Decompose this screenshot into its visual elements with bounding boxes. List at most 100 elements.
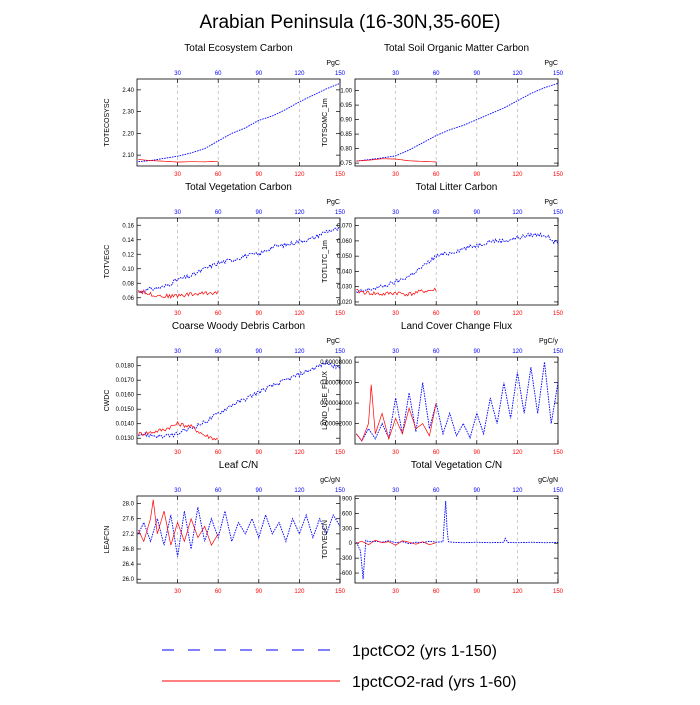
xtick-label-bottom-3-2: 90 [473, 311, 480, 317]
xtick-label-top-2-2: 90 [255, 210, 262, 216]
chart-panels: Total Ecosystem Carbon PgC 30 30 60 60 90 90 120… [104, 43, 564, 595]
xtick-label-top-7-4: 150 [553, 488, 564, 494]
panel-frame-2 [136, 217, 341, 306]
series-line-4-0 [138, 359, 341, 439]
series-line-3-0 [356, 232, 559, 294]
xtick-label-bottom-7-3: 120 [512, 589, 523, 595]
ytick-label-3-2: 0.040 [337, 269, 353, 275]
xtick-label-bottom-4-3: 120 [294, 450, 305, 456]
panel-frame-4 [136, 356, 341, 445]
series-line-5-1 [356, 384, 437, 442]
xtick-label-bottom-6-0: 30 [174, 589, 181, 595]
xtick-label-top-2-0: 30 [174, 210, 181, 216]
series-line-2-1 [138, 288, 219, 299]
series-line-3-1 [356, 287, 437, 297]
ytick-label-5-0: 0.00002000 [320, 422, 352, 428]
panel-units-0: PgC [326, 60, 340, 67]
panel-frame-0 [136, 78, 341, 167]
xtick-label-top-0-4: 150 [335, 71, 346, 77]
ytick-label-7-0: -600 [340, 571, 353, 577]
panel-frame-3 [354, 217, 559, 306]
ytick-label-0-1: 2.20 [122, 131, 134, 137]
xtick-label-top-2-1: 60 [215, 210, 222, 216]
ytick-label-0-0: 2.10 [122, 153, 134, 159]
xtick-label-bottom-6-1: 60 [215, 589, 222, 595]
xtick-label-bottom-5-4: 150 [553, 450, 564, 456]
ytick-label-7-2: 0 [349, 541, 353, 547]
legend: 1pctCO2 (yrs 1-150) 1pctCO2-rad (yrs 1-6… [162, 643, 517, 691]
panel-title-1: Total Soil Organic Matter Carbon [384, 43, 529, 54]
legend-label-1: 1pctCO2-rad (yrs 1-60) [352, 674, 517, 691]
ylabel-5: LAND_USE_FLUX [322, 371, 329, 430]
xtick-label-top-0-2: 90 [255, 71, 262, 77]
xtick-label-bottom-1-3: 120 [512, 172, 523, 178]
series-line-6-0 [137, 507, 341, 557]
ytick-label-3-4: 0.060 [337, 239, 353, 245]
panel-title-0: Total Ecosystem Carbon [184, 43, 292, 54]
panel-frame-1 [354, 78, 559, 167]
ytick-label-2-4: 0.14 [122, 238, 134, 244]
ylabel-6: LEAFCN [104, 526, 111, 554]
xtick-label-top-1-1: 60 [433, 71, 440, 77]
xtick-label-top-1-0: 30 [392, 71, 399, 77]
ytick-label-2-2: 0.10 [122, 267, 134, 273]
xtick-label-bottom-0-1: 60 [215, 172, 222, 178]
xtick-label-bottom-2-2: 90 [255, 311, 262, 317]
xtick-label-top-7-3: 120 [512, 488, 523, 494]
series-line-0-1 [138, 159, 219, 163]
panel-7: Total Vegetation C/N gC/gN 30 30 60 60 90 90 120… [322, 460, 564, 595]
xtick-label-top-0-3: 120 [294, 71, 305, 77]
panel-2: Total Vegetation Carbon PgC 30 30 60 60 90 90 12… [104, 182, 346, 317]
panel-units-1: PgC [544, 60, 558, 67]
panel-title-4: Coarse Woody Debris Carbon [172, 321, 305, 332]
xtick-label-top-2-3: 120 [294, 210, 305, 216]
xtick-label-bottom-3-4: 150 [553, 311, 564, 317]
xtick-label-bottom-7-0: 30 [392, 589, 399, 595]
xtick-label-bottom-1-1: 60 [433, 172, 440, 178]
xtick-label-bottom-4-1: 60 [215, 450, 222, 456]
xtick-label-top-3-4: 150 [553, 210, 564, 216]
xtick-label-bottom-0-3: 120 [294, 172, 305, 178]
xtick-label-top-5-0: 30 [392, 349, 399, 355]
series-line-1-1 [356, 158, 437, 163]
ytick-label-1-5: 1.00 [340, 89, 352, 95]
panel-3: Total Litter Carbon PgC 30 30 60 60 90 90 120 120… [322, 182, 564, 317]
xtick-label-bottom-2-4: 150 [335, 311, 346, 317]
xtick-label-bottom-5-1: 60 [433, 450, 440, 456]
xtick-label-top-5-1: 60 [433, 349, 440, 355]
ytick-label-4-0: 0.0130 [116, 436, 135, 442]
xtick-label-top-1-4: 150 [553, 71, 564, 77]
series-line-5-0 [356, 362, 559, 442]
xtick-label-top-5-2: 90 [473, 349, 480, 355]
ytick-label-2-5: 0.16 [122, 223, 134, 229]
series-line-7-0 [355, 500, 558, 580]
xtick-label-top-7-2: 90 [473, 488, 480, 494]
xtick-label-bottom-5-3: 120 [512, 450, 523, 456]
xtick-label-top-3-2: 90 [473, 210, 480, 216]
xtick-label-bottom-2-3: 120 [294, 311, 305, 317]
panel-units-6: gC/gN [320, 477, 340, 484]
xtick-label-top-3-0: 30 [392, 210, 399, 216]
panel-title-2: Total Vegetation Carbon [185, 182, 292, 193]
xtick-label-top-7-1: 60 [433, 488, 440, 494]
ytick-label-2-1: 0.08 [122, 281, 134, 287]
ylabel-1: TOTSOMC_1m [322, 98, 329, 147]
ytick-label-0-3: 2.40 [122, 88, 134, 94]
ytick-label-4-3: 0.0160 [116, 393, 135, 399]
ytick-label-7-5: 900 [342, 496, 353, 502]
ytick-label-7-1: -300 [340, 556, 353, 562]
xtick-label-bottom-2-1: 60 [215, 311, 222, 317]
ytick-label-1-4: 0.95 [340, 103, 352, 109]
ytick-label-4-4: 0.0170 [116, 378, 135, 384]
xtick-label-bottom-6-2: 90 [255, 589, 262, 595]
ytick-label-6-4: 27.6 [122, 517, 134, 523]
xtick-label-top-3-1: 60 [433, 210, 440, 216]
xtick-label-top-2-4: 150 [335, 210, 346, 216]
panel-6: Leaf C/N gC/gN 30 30 60 60 90 90 120 120 150 150 26.… [104, 460, 346, 595]
ytick-label-0-2: 2.30 [122, 110, 134, 116]
xtick-label-top-4-3: 120 [294, 349, 305, 355]
panel-units-2: PgC [326, 199, 340, 206]
xtick-label-top-6-0: 30 [174, 488, 181, 494]
xtick-label-top-4-4: 150 [335, 349, 346, 355]
